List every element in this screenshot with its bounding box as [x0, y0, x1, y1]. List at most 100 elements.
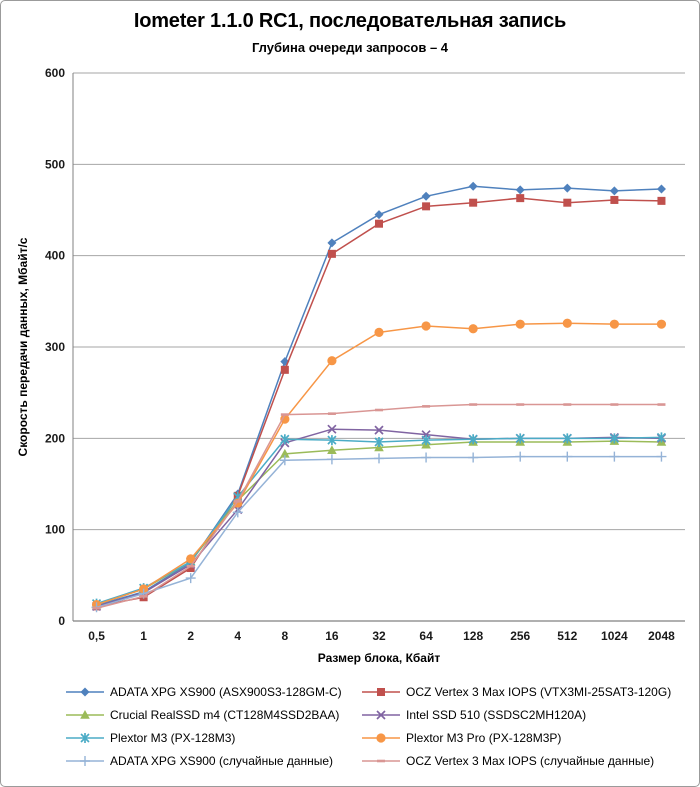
triangle-marker-icon — [327, 445, 337, 455]
diamond-marker-icon — [80, 687, 90, 697]
x-tick-label: 1 — [140, 629, 147, 643]
triangle-marker-icon — [280, 448, 290, 458]
x-marker-icon — [327, 424, 337, 434]
x-tick-label: 2 — [187, 629, 194, 643]
legend-marker — [362, 733, 400, 743]
series-line — [96, 322, 662, 606]
square-marker-icon — [375, 219, 383, 228]
square-marker-icon — [610, 195, 619, 204]
circle-marker-icon — [376, 733, 386, 743]
plus-marker-icon — [656, 451, 667, 462]
legend-item: OCZ Vertex 3 Max IOPS (VTX3MI-25SAT3-120… — [361, 685, 671, 699]
diamond-marker-icon — [421, 191, 431, 201]
chart-subtitle: Глубина очереди запросов – 4 — [251, 40, 449, 55]
y-axis-title: Скорость передачи данных, Мбайт/с — [16, 237, 30, 457]
y-tick-label: 500 — [45, 157, 65, 171]
diamond-marker-icon — [374, 210, 384, 220]
legend-label: Plextor M3 (PX-128M3) — [110, 731, 236, 745]
x-tick-label: 128 — [463, 629, 483, 643]
square-marker-icon — [516, 194, 525, 203]
legend-item: ADATA XPG XS900 (случайные данные) — [65, 754, 361, 768]
asterisk-marker-icon — [562, 433, 572, 444]
plus-marker-icon — [468, 452, 479, 463]
legend-marker — [66, 710, 104, 719]
circle-marker-icon — [374, 327, 384, 337]
circle-marker-icon — [468, 324, 478, 334]
x-tick-label: 64 — [419, 629, 433, 643]
legend-marker — [362, 759, 400, 763]
asterisk-marker-icon — [374, 436, 384, 447]
plus-marker-icon — [515, 451, 526, 462]
x-axis-title: Размер блока, Кбайт — [317, 651, 441, 665]
y-tick-label: 300 — [45, 340, 65, 354]
legend-label: Intel SSD 510 (SSDSC2MH120A) — [406, 708, 587, 722]
series-line — [96, 440, 662, 606]
circle-marker-icon — [515, 319, 525, 329]
circle-marker-icon — [421, 321, 431, 331]
diamond-marker-icon — [515, 185, 525, 195]
square-marker-icon — [422, 202, 431, 211]
chart-title: Iometer 1.1.0 RC1, последовательная запи… — [133, 10, 567, 32]
plus-marker-icon — [185, 573, 196, 584]
asterisk-marker-icon — [609, 433, 619, 444]
asterisk-marker-icon — [468, 434, 478, 445]
series-line — [96, 197, 662, 608]
diamond-marker-icon — [562, 183, 572, 193]
y-tick-label: 200 — [45, 431, 65, 445]
legend-label: ADATA XPG XS900 (ASX900S3-128GM-C) — [110, 685, 342, 699]
legend-label: Crucial RealSSD m4 (CT128M4SSD2BAA) — [110, 708, 340, 722]
legend-item: OCZ Vertex 3 Max IOPS (случайные данные) — [361, 754, 671, 768]
x-marker-icon — [376, 710, 386, 720]
square-marker-icon — [327, 249, 336, 258]
square-marker-icon — [563, 198, 572, 207]
y-tick-label: 100 — [45, 523, 65, 537]
circle-marker-icon — [327, 356, 337, 366]
x-tick-label: 2048 — [648, 629, 675, 643]
diamond-marker-icon — [468, 181, 478, 191]
plus-marker-icon — [326, 454, 337, 465]
legend: ADATA XPG XS900 (ASX900S3-128GM-C) OCZ Ve… — [65, 685, 671, 768]
circle-marker-icon — [280, 414, 290, 424]
asterisk-marker-icon — [80, 733, 90, 743]
legend-marker — [362, 688, 400, 696]
x-tick-label: 256 — [510, 629, 530, 643]
plot-area: 0 100 200 300 400 500 600 0,5 1 2 4 8 16 32 64 128 256 51… — [45, 66, 685, 643]
asterisk-marker-icon — [515, 433, 525, 444]
y-tick-label: 400 — [45, 249, 65, 263]
legend-label: Plextor M3 Pro (PX-128M3P) — [406, 731, 562, 745]
legend-marker — [66, 733, 104, 743]
series-line — [96, 185, 662, 607]
square-marker-icon — [186, 564, 195, 573]
plus-marker-icon — [279, 455, 290, 466]
plus-marker-icon — [80, 756, 90, 766]
asterisk-marker-icon — [280, 434, 290, 445]
y-tick-label: 0 — [58, 614, 65, 628]
circle-marker-icon — [656, 319, 667, 329]
circle-marker-icon — [186, 554, 196, 564]
plus-marker-icon — [562, 451, 573, 462]
legend-item: Plextor M3 Pro (PX-128M3P) — [361, 731, 671, 745]
asterisk-marker-icon — [327, 435, 337, 446]
legend-label: ADATA XPG XS900 (случайные данные) — [110, 754, 334, 768]
legend-marker — [66, 687, 104, 697]
triangle-marker-icon — [80, 710, 90, 719]
asterisk-marker-icon — [656, 432, 667, 443]
diamond-marker-icon — [656, 184, 666, 194]
legend-marker — [66, 756, 104, 766]
x-tick-label: 4 — [234, 629, 241, 643]
legend-item: Crucial RealSSD m4 (CT128M4SSD2BAA) — [65, 708, 361, 722]
x-marker-icon — [374, 425, 384, 435]
x-tick-label: 8 — [282, 629, 289, 643]
legend-marker — [362, 710, 400, 720]
square-marker-icon — [377, 688, 385, 696]
square-marker-icon — [280, 365, 289, 374]
legend-item: Plextor M3 (PX-128M3) — [65, 731, 361, 745]
plus-marker-icon — [609, 451, 620, 462]
plus-marker-icon — [232, 507, 243, 518]
plus-marker-icon — [421, 452, 432, 463]
x-tick-label: 16 — [325, 629, 339, 643]
x-tick-label: 32 — [372, 629, 386, 643]
legend-item: Intel SSD 510 (SSDSC2MH120A) — [361, 708, 671, 722]
series-line — [96, 455, 662, 609]
